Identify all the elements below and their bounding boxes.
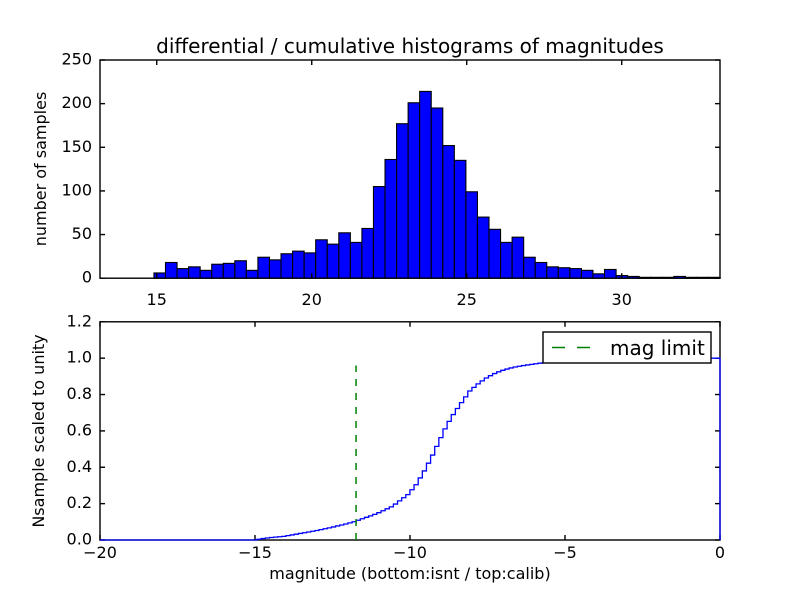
x-tick-label: 15 [147,290,167,309]
x-tick-label: 30 [612,290,632,309]
y-tick-label: 200 [61,93,92,112]
top-axes: 15 20 25 30 0 50 100 150 200 250 [61,50,721,309]
histogram-bar [361,227,375,279]
histogram-bar [476,216,490,279]
histogram-bar [523,256,536,279]
histogram-bar [557,267,571,279]
legend: mag limit [542,331,712,364]
histogram-bar [419,90,432,279]
x-tick-label: 0 [715,543,725,562]
histogram-bar [500,241,513,279]
histogram-bar [511,236,525,279]
histogram-bar [326,243,340,279]
x-tick-label: 25 [457,290,477,309]
y-tick-label: 1.2 [67,311,92,330]
legend-label: mag limit [610,336,705,360]
x-tick-label: −5 [553,543,577,562]
histogram-bar [199,269,213,279]
y-tick-label: 0 [82,268,92,287]
histogram-bar [211,263,224,279]
histogram-bar [268,259,282,279]
histogram-bar [442,144,455,279]
histogram-bar [153,272,167,279]
histogram-bar [234,260,247,279]
histogram-bar [453,159,467,279]
histogram-bar [257,256,271,279]
figure-title: differential / cumulative histograms of … [156,34,664,58]
histogram-bar [245,269,259,279]
histogram-bar [465,191,478,279]
y-tick-label: 0.4 [67,457,92,476]
histogram-bars [153,90,721,279]
histogram-bar [407,102,421,279]
x-tick-label: 20 [302,290,322,309]
histogram-bar [338,232,351,279]
y-tick-label: 1.0 [67,348,92,367]
y-tick-label: 50 [72,224,92,243]
x-tick-label: −15 [238,543,272,562]
histogram-bar [488,228,502,279]
top-ylabel: number of samples [31,92,50,247]
y-tick-label: 0.2 [67,493,92,512]
histogram-bar [176,268,190,279]
histogram-bar [222,262,236,279]
histogram-bar [430,107,444,279]
histogram-bar [546,266,559,279]
histogram-bar [534,261,548,279]
y-tick-label: 150 [61,137,92,156]
histogram-bar [188,266,201,279]
y-tick-label: 100 [61,180,92,199]
histogram-bar [384,158,398,279]
x-tick-label: −20 [83,543,117,562]
histogram-bar [603,268,617,279]
bottom-xlabel: magnitude (bottom:isnt / top:calib) [269,564,550,583]
y-tick-label: 0.6 [67,420,92,439]
histogram-bar [303,252,317,279]
bottom-ylabel: Nsample scaled to unity [29,334,48,527]
histogram-bar [349,241,363,279]
legend-box [542,331,712,364]
histogram-bar [315,239,328,279]
histogram-bar [569,268,582,279]
y-tick-label: 250 [61,50,92,69]
histogram-bar [292,250,305,279]
histogram-bar [164,261,178,279]
y-tick-label: 0.0 [67,530,92,549]
y-tick-label: 0.8 [67,384,92,403]
histogram-bar [580,269,594,279]
histogram-bar [280,253,294,279]
axes-frame [99,59,721,279]
histogram-bar [372,186,386,279]
histogram-bar [396,123,409,279]
x-tick-label: −10 [393,543,427,562]
